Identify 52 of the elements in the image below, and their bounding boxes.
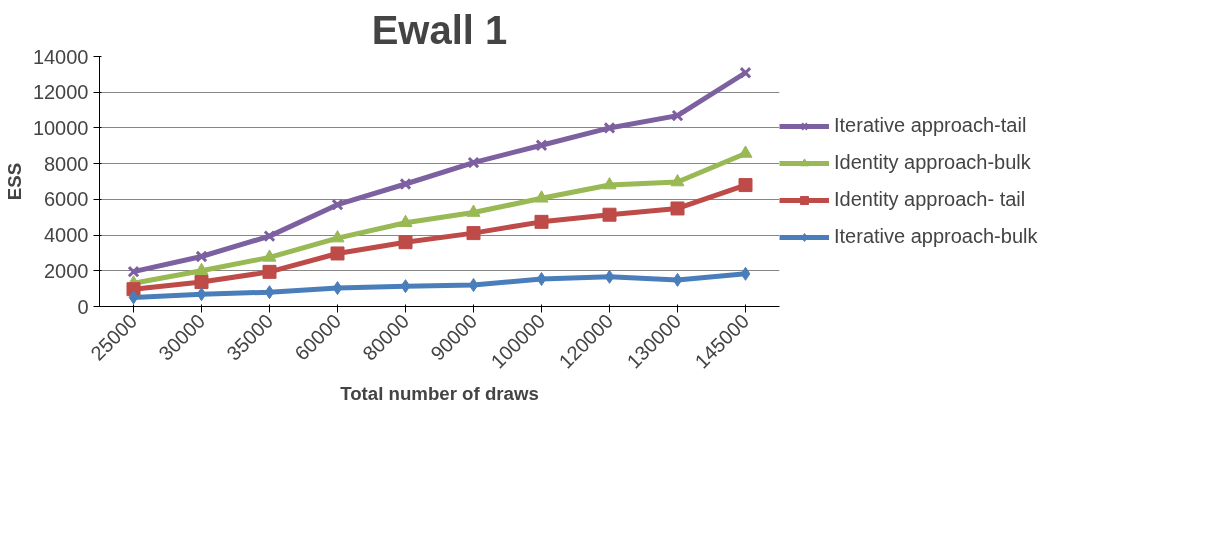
point [330, 230, 345, 243]
y-tick-label: 8000 [44, 152, 89, 175]
point [262, 249, 277, 262]
point [399, 177, 412, 191]
point [738, 178, 753, 193]
point [332, 281, 343, 296]
y-tick-label: 12000 [32, 81, 89, 104]
point [263, 230, 276, 243]
point [534, 214, 549, 229]
point [400, 279, 411, 294]
point [194, 262, 209, 276]
y-tick-label: 0 [77, 295, 89, 318]
point [128, 290, 139, 305]
point [398, 214, 413, 227]
point [672, 272, 683, 287]
y-axis-title: ESS [3, 162, 25, 201]
point [671, 109, 684, 122]
legend-label: Iterative approach-tail [834, 114, 1027, 137]
point [127, 265, 140, 278]
point [264, 285, 275, 300]
point [466, 204, 481, 217]
point [740, 266, 751, 281]
point [535, 139, 548, 152]
legend-label: Identity approach- tail [834, 188, 1026, 211]
point [466, 226, 481, 241]
y-tick-label: 10000 [32, 116, 89, 139]
point [602, 207, 617, 222]
point [739, 66, 752, 79]
y-tick-label: 2000 [44, 259, 89, 282]
x-axis-title: Total number of draws [340, 382, 539, 404]
point [468, 278, 479, 293]
point [467, 156, 480, 169]
point [195, 250, 208, 263]
point [196, 287, 207, 302]
point [602, 177, 617, 190]
point [603, 121, 616, 135]
point [194, 275, 209, 290]
point [670, 174, 685, 187]
point [330, 246, 345, 261]
y-tick-label: 6000 [44, 188, 89, 211]
legend-label: Identity approach-bulk [834, 151, 1031, 174]
y-tick-label: 4000 [44, 224, 89, 247]
legend-label: Iterative approach-bulk [834, 225, 1038, 248]
chart-title: Ewall 1 [371, 7, 508, 52]
point [398, 235, 413, 250]
point [262, 264, 277, 279]
point [604, 269, 615, 284]
point [670, 201, 685, 216]
y-tick-label: 14000 [32, 45, 89, 68]
point [534, 190, 549, 203]
point [536, 272, 547, 286]
point [331, 198, 344, 211]
